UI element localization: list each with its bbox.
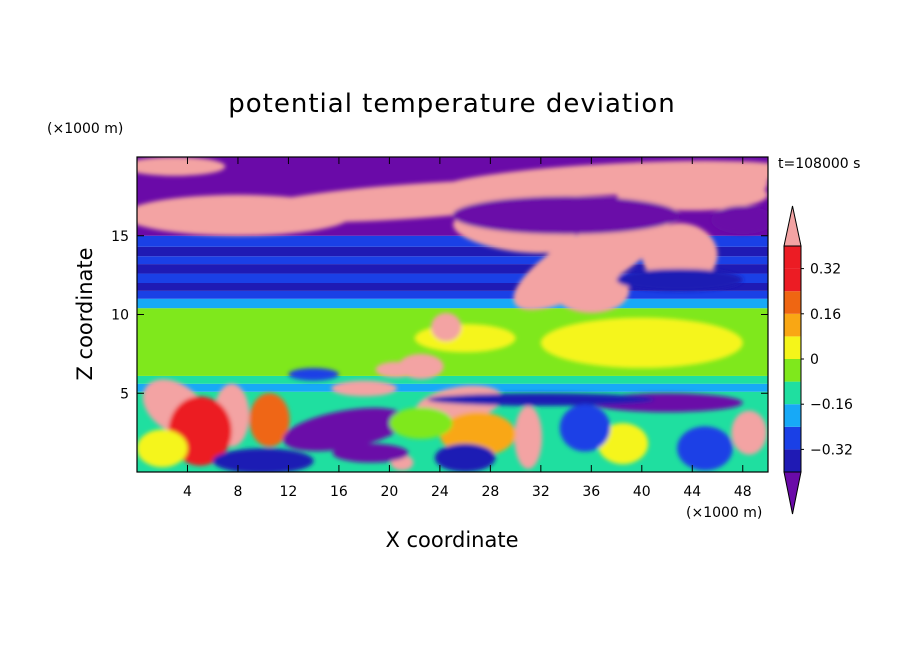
- y-tick-label: 10: [111, 308, 129, 324]
- colorbar-tick-label: −0.32: [810, 442, 853, 458]
- band-blue-3: [137, 256, 768, 265]
- band-blue-2: [137, 273, 768, 283]
- navy-low-3: [427, 393, 655, 406]
- pink-top-edge: [692, 163, 768, 202]
- x-unit-label: (×1000 m): [686, 505, 762, 521]
- band-navy-1: [137, 283, 768, 291]
- orange-low-1: [249, 393, 290, 447]
- x-tick-label: 24: [431, 484, 449, 500]
- y-axis: 5 10 15: [111, 229, 768, 402]
- purple-low-1: [283, 407, 408, 452]
- pink-low-4: [514, 405, 543, 469]
- yellow-green-mid: [414, 323, 516, 353]
- x-tick-label: 16: [330, 484, 348, 500]
- green-low-1: [389, 407, 453, 439]
- colorbar-tick-label: 0.32: [810, 262, 841, 278]
- colorbar-swatch: [784, 313, 801, 337]
- purple-low-2: [332, 443, 409, 463]
- x-axis: 4 8 12 16 20 24 28 32 36 40 44 48: [183, 157, 752, 500]
- colorbar-swatch: [784, 268, 801, 292]
- pink-speck-4: [331, 380, 397, 397]
- colorbar-swatch: [784, 426, 801, 450]
- plot-area: [137, 157, 768, 472]
- x-tick-label: 12: [280, 484, 298, 500]
- colorbar-swatch: [784, 381, 801, 405]
- colorbar-swatch: [784, 404, 801, 427]
- pink-low-5: [731, 410, 767, 455]
- x-tick-label: 36: [582, 484, 600, 500]
- x-axis-title: X coordinate: [385, 528, 518, 552]
- pink-top-left: [137, 157, 226, 176]
- y-unit-label: (×1000 m): [47, 121, 123, 137]
- colorbar-extend-top: [783, 205, 802, 247]
- pale-patch: [621, 344, 662, 364]
- band-teal: [137, 375, 768, 384]
- x-tick-label: 48: [734, 484, 752, 500]
- colorbar-tick-label: 0.16: [810, 307, 841, 323]
- contour-field: [137, 157, 768, 472]
- x-tick-label: 40: [633, 484, 651, 500]
- blue-speck: [288, 368, 339, 381]
- colorbar-swatch: [784, 246, 801, 269]
- band-navy-2: [137, 264, 768, 274]
- purple-right: [711, 205, 768, 235]
- time-label: t=108000 s: [778, 156, 860, 172]
- blue-low-2: [559, 404, 611, 452]
- x-tick-label: 44: [683, 484, 701, 500]
- yellow-green-patch: [540, 317, 743, 369]
- chart-title: potential temperature deviation: [228, 89, 675, 119]
- pink-plume-4: [553, 268, 630, 313]
- y-axis-title: Z coordinate: [73, 247, 97, 380]
- pink-speck-1: [431, 312, 462, 342]
- yellow-low-2: [137, 429, 188, 468]
- eddy-layer: [137, 157, 768, 472]
- colorbar-swatch: [784, 291, 801, 314]
- colorbar-extend-bottom: [783, 471, 802, 515]
- navy-right: [616, 268, 743, 291]
- colorbar-swatch: [784, 449, 801, 472]
- navy-low-2: [434, 443, 496, 472]
- colorbar-tick-label: 0: [810, 352, 819, 368]
- y-tick-label: 15: [111, 229, 129, 245]
- colorbar-tick-label: −0.16: [810, 397, 853, 413]
- pink-speck-3: [375, 361, 416, 378]
- x-tick-label: 8: [233, 484, 242, 500]
- band-cyan: [137, 383, 768, 392]
- colorbar: 0.32 0.16 0 −0.16 −0.32: [783, 205, 853, 515]
- blue-low-1: [677, 426, 733, 471]
- yellow-low-1: [597, 423, 649, 465]
- colorbar-swatch: [784, 359, 801, 382]
- x-tick-label: 32: [532, 484, 550, 500]
- purple-mid: [452, 196, 680, 235]
- pink-plume-2: [513, 208, 670, 310]
- x-tick-label: 28: [481, 484, 499, 500]
- band-cyan-upper: [137, 298, 768, 309]
- x-tick-label: 4: [183, 484, 192, 500]
- band-blue-1: [137, 290, 768, 299]
- band-navy-3: [137, 246, 768, 257]
- y-tick-label: 5: [120, 386, 129, 402]
- colorbar-swatch: [784, 336, 801, 359]
- band-blue-4: [137, 235, 768, 247]
- navy-low-1: [212, 448, 314, 472]
- x-tick-label: 20: [380, 484, 398, 500]
